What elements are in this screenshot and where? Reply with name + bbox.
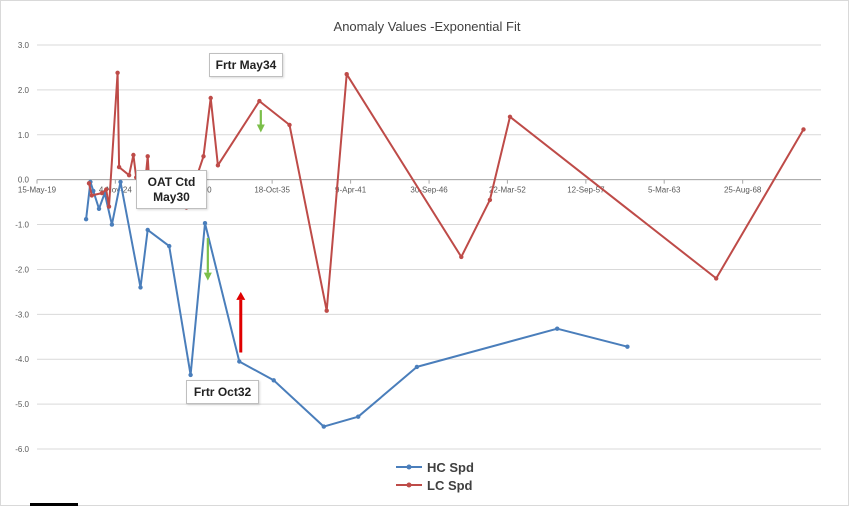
data-point-hc-spd xyxy=(96,206,102,211)
x-tick-label: 18-Oct-35 xyxy=(254,186,290,195)
y-tick-label: -6.0 xyxy=(15,445,29,454)
data-point-hc-spd xyxy=(555,326,560,331)
bottom-edge-bar xyxy=(30,503,78,506)
data-point-hc-spd xyxy=(83,217,89,222)
annotation-oat-ctd-line2: May30 xyxy=(153,190,190,204)
red-arrow xyxy=(236,291,246,353)
data-point-lc-spd xyxy=(324,308,329,313)
data-point-lc-spd xyxy=(126,173,132,178)
data-point-hc-spd xyxy=(625,344,630,349)
legend-label-lc-spd: LC Spd xyxy=(427,477,473,493)
data-point-hc-spd xyxy=(118,179,123,185)
data-point-lc-spd xyxy=(257,98,262,104)
y-axis-ticks: 3.0 2.0 1.0 0.0 -1.0 -2.0 -3.0 -4.0 -5.0 -6.0 xyxy=(15,41,29,454)
y-tick-label: -1.0 xyxy=(15,221,29,230)
data-point-lc-spd xyxy=(714,276,719,281)
legend-marker-hc-spd xyxy=(396,464,422,470)
data-point-hc-spd xyxy=(356,414,361,419)
data-point-lc-spd xyxy=(459,254,464,260)
series-line-hc-spd xyxy=(85,180,628,428)
data-point-hc-spd xyxy=(109,222,115,227)
data-point-hc-spd xyxy=(167,243,172,249)
data-point-hc-spd xyxy=(321,424,326,429)
legend-item-lc-spd: LC Spd xyxy=(395,476,474,494)
y-tick-label: -3.0 xyxy=(15,310,29,319)
y-tick-label: 3.0 xyxy=(18,41,30,50)
data-point-hc-spd xyxy=(202,221,208,226)
green-arrow-upper-head xyxy=(256,124,265,133)
annotation-oat-ctd: OAT Ctd May30 xyxy=(136,170,207,209)
green-arrow-lower xyxy=(203,238,212,281)
legend-label-hc-spd: HC Spd xyxy=(427,459,474,475)
arrow-annotations xyxy=(203,110,265,353)
x-tick-label: 25-Aug-68 xyxy=(724,186,762,195)
annotation-frtr-oct32-text: Frtr Oct32 xyxy=(193,385,252,399)
data-point-lc-spd xyxy=(115,70,120,76)
x-tick-label: 22-Mar-52 xyxy=(489,186,526,195)
data-point-hc-spd xyxy=(414,364,420,370)
data-point-lc-spd xyxy=(99,190,105,196)
legend-marker-lc-spd xyxy=(396,482,422,488)
data-point-lc-spd xyxy=(116,164,122,170)
y-tick-label: -5.0 xyxy=(15,400,29,409)
y-tick-label: -2.0 xyxy=(15,265,29,274)
data-point-lc-spd xyxy=(201,154,206,159)
data-point-hc-spd xyxy=(271,378,276,383)
data-point-lc-spd xyxy=(131,152,136,158)
y-tick-label: 2.0 xyxy=(18,86,30,95)
data-point-lc-spd xyxy=(106,204,112,209)
series-hc-spd xyxy=(83,179,630,429)
data-point-lc-spd xyxy=(86,181,92,186)
x-tick-label: 12-Sep-57 xyxy=(567,186,605,195)
data-point-lc-spd xyxy=(801,127,806,132)
data-point-hc-spd xyxy=(91,188,96,194)
green-arrow-lower-head xyxy=(203,272,212,281)
x-tick-label: 15-May-19 xyxy=(18,186,57,195)
y-tick-label: 1.0 xyxy=(18,131,30,140)
data-point-lc-spd xyxy=(145,154,150,159)
annotation-frtr-may34-text: Frtr May34 xyxy=(215,58,277,72)
legend-item-hc-spd: HC Spd xyxy=(395,458,474,476)
data-point-hc-spd xyxy=(145,227,150,233)
data-point-lc-spd xyxy=(287,122,292,128)
x-tick-label: 5-Mar-63 xyxy=(648,186,681,195)
data-point-hc-spd xyxy=(138,285,143,290)
y-tick-label: -4.0 xyxy=(15,355,29,364)
annotation-frtr-oct32: Frtr Oct32 xyxy=(186,380,259,404)
data-point-lc-spd xyxy=(344,72,349,77)
gridlines xyxy=(37,44,821,450)
data-point-hc-spd xyxy=(188,372,193,378)
data-point-lc-spd xyxy=(215,163,221,168)
data-point-hc-spd xyxy=(237,359,242,364)
data-point-lc-spd xyxy=(89,193,95,198)
annotation-oat-ctd-line1: OAT Ctd xyxy=(147,175,196,189)
chart-title: Anomaly Values -Exponential Fit xyxy=(334,19,521,34)
annotation-frtr-may34: Frtr May34 xyxy=(209,53,283,77)
red-arrow-head xyxy=(236,291,246,300)
x-tick-label: 9-Apr-41 xyxy=(335,186,367,195)
x-tick-label: 4-Nov-24 xyxy=(99,186,132,195)
x-tick-label: 30-Sep-46 xyxy=(410,186,448,195)
data-point-lc-spd xyxy=(104,187,109,192)
y-tick-label: 0.0 xyxy=(18,176,30,185)
green-arrow-upper xyxy=(256,110,265,133)
series-layer xyxy=(83,70,806,429)
data-point-lc-spd xyxy=(487,197,493,203)
data-point-lc-spd xyxy=(507,114,513,120)
data-point-lc-spd xyxy=(208,95,213,101)
legend: HC Spd LC Spd xyxy=(395,458,474,494)
